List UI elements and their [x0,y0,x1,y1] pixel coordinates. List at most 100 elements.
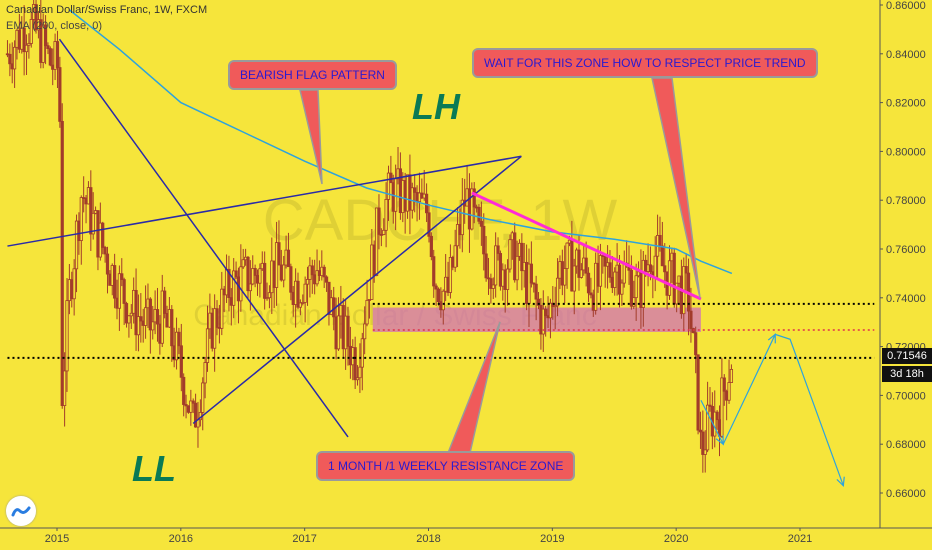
candle-body [577,249,581,278]
candle-body [363,323,367,340]
candle-body [303,283,307,303]
candle-body [315,270,319,285]
candle-body [529,263,533,284]
candle-body [267,292,272,299]
candle-body [586,272,591,294]
candle-body [29,19,33,44]
candle-body [289,266,293,293]
candle-body [544,308,548,317]
bar-countdown-tag: 3d 18h [882,366,932,382]
candle-body [184,404,188,407]
candle-body [105,253,110,275]
candle-body [139,316,143,322]
candle-body [189,400,193,413]
candle-body [336,315,341,350]
candle-body [472,188,476,208]
candle-body [241,259,245,268]
bearish-flag-callout[interactable]: BEARISH FLAG PATTERN [228,60,397,90]
candle-body [43,24,48,47]
candle-body [239,266,243,302]
candle-body [703,449,707,455]
candle-body [22,27,26,53]
candle-body [179,345,183,378]
x-tick-label: 2018 [416,533,440,545]
trendline-1 [192,155,522,425]
candle-body [124,303,129,324]
resistance-zone-pointer [446,321,501,454]
candle-body [310,265,314,276]
candle-body [374,207,379,277]
x-tick-label: 2021 [788,533,812,545]
candle-body [143,307,148,326]
candle-body [170,309,174,347]
candle-body [620,282,624,295]
candle-body [534,283,538,300]
candle-body [251,268,255,285]
resistance-zone-callout[interactable]: 1 MONTH /1 WEEKLY RESISTANCE ZONE [316,451,576,481]
candle-body [632,297,636,307]
candle-body [120,273,124,280]
candle-body [277,242,281,266]
bearish-flag-pointer [299,89,323,185]
candle-body [653,255,657,278]
tradingview-logo-icon[interactable] [6,496,36,526]
candle-body [332,297,336,318]
candle-body [722,377,726,392]
candle-body [8,53,12,65]
candle-body [598,255,603,287]
candle-body [46,45,50,49]
candle-body [91,212,95,235]
candle-body [684,266,688,274]
candle-body [34,4,38,31]
y-tick-label: 0.84000 [886,49,926,61]
candle-body [324,276,329,283]
candle-body [353,347,357,381]
candle-body [565,242,569,269]
candle-body [101,222,105,248]
y-tick-label: 0.80000 [886,146,926,158]
candle-body [155,309,160,325]
symbol-title[interactable]: Canadian Dollar/Swiss Franc, 1W, FXCM [6,4,208,16]
candle-body [505,268,510,290]
candle-body [482,225,486,255]
lower-high-label: LH [412,86,460,127]
x-tick-label: 2016 [169,533,193,545]
candle-body [360,338,364,368]
candle-body [427,212,431,237]
wait-zone-callout[interactable]: WAIT FOR THIS ZONE HOW TO RESPECT PRICE … [472,48,818,78]
candle-body [432,256,436,287]
candle-body [215,308,219,328]
candle-body [660,245,664,267]
candle-body [608,262,612,278]
candle-body [603,255,607,267]
ema-indicator-label[interactable]: EMA (200, close, 0) [6,20,102,32]
candle-body [72,268,76,300]
candle-body [477,206,481,222]
candle-body [367,299,372,301]
candle-body [496,245,500,254]
candle-body [389,172,393,184]
candle-body [151,321,155,331]
x-tick-label: 2020 [664,533,688,545]
candle-body [541,308,545,335]
candle-body [548,302,553,319]
candle-body [282,264,286,281]
candle-body [479,220,483,227]
candle-body [322,266,326,278]
candle-body [134,289,138,336]
candle-body [163,290,167,314]
candle-body [263,262,267,299]
y-tick-label: 0.82000 [886,98,926,110]
candle-body [74,220,79,270]
candle-body [648,264,653,273]
candle-body [629,269,633,307]
candle-body [301,302,305,304]
candle-body [622,262,626,284]
candle-body [489,278,493,289]
candle-body [201,382,205,413]
candle-body [491,284,495,289]
candle-body [701,431,705,455]
candle-body [553,305,557,308]
